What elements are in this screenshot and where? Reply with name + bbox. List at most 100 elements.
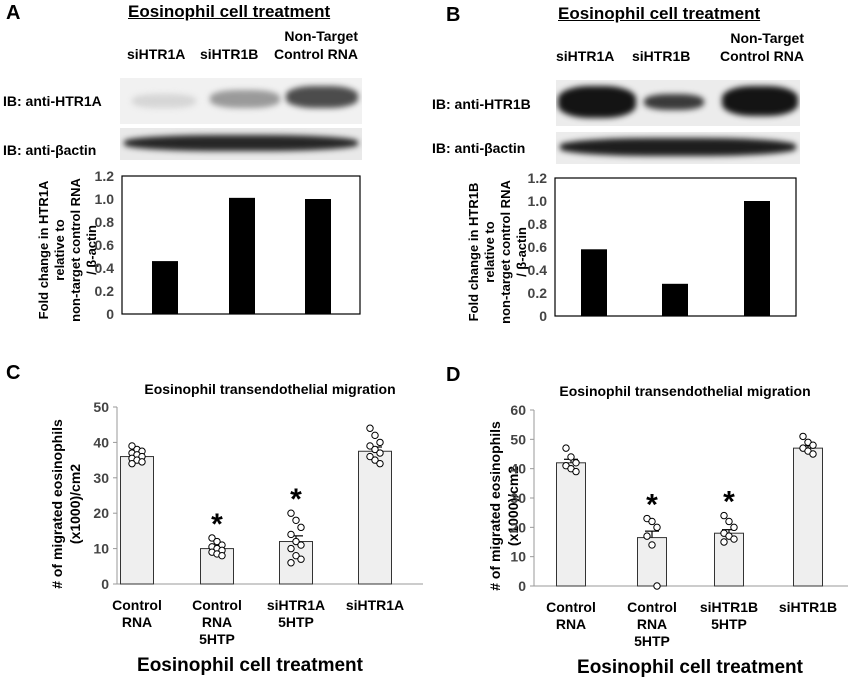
chart-c-y-tick-1: 40 [93,434,109,450]
chart-d-point-3-6 [730,535,738,543]
panel-a-actin-blot [120,128,362,160]
panel-a-lane-3: Non-Target Control RNA [270,27,358,63]
chart-a: 1.2 1.0 0.8 0.6 0.4 0.2 0 [95,168,361,322]
chart-c-point-4-5 [371,445,379,454]
chart-c-category-4-line-1: siHTR1A [346,597,404,613]
panel-b-blot-label-2: IB: anti-βactin [432,140,526,156]
chart-a-bar-3 [305,199,331,314]
chart-d-point-1-3 [572,459,580,467]
chart-d-point-4-3 [809,441,817,449]
chart-d-point-4-6 [809,450,817,458]
chart-c-category-1-line-1: Control [112,597,162,613]
panel-b-lane-3-line-2: Control RNA [720,48,804,64]
chart-c: 50403020100ControlRNA*ControlRNA5HTP*siH… [93,399,423,647]
chart-d-point-3-1 [720,511,728,520]
chart-c-y-tick-0: 50 [93,399,109,415]
chart-d-category-4-line-1: siHTR1B [779,599,837,615]
chart-d: 6050403020100ControlRNA*ControlRNA5HTP*s… [510,402,848,649]
chart-c-y-tick-4: 10 [93,541,109,557]
chart-c-point-4-7 [366,452,374,461]
chart-d-point-2-6 [653,582,661,590]
chart-b-y-tick-6: 0 [539,308,547,324]
panel-a-lane-3-line-2: Control RNA [274,46,358,62]
chart-d-bar-1 [556,462,586,587]
chart-d-significance-3: * [723,486,735,519]
chart-d-category-3-line-2: 5HTP [711,616,747,632]
chart-d-point-3-7 [720,538,728,546]
chart-c-significance-3: * [290,483,302,516]
chart-a-y-tick-0: 1.2 [95,168,115,184]
chart-d-category-2-line-1: Control [627,599,677,615]
chart-c-point-1-1 [128,442,136,450]
chart-a-y-tick-5: 0.2 [95,283,115,299]
panel-a-blot-label-1: IB: anti-HTR1A [3,93,102,109]
chart-c-point-3-7 [287,544,295,553]
chart-c-point-4-1 [366,424,374,432]
chart-c-point-3-8 [292,551,300,560]
chart-c-category-2-line-3: 5HTP [199,631,235,647]
panel-b-lane-3: Non-Target Control RNA [702,29,804,65]
chart-d-point-1-1 [562,444,570,452]
panel-d-chart-title: Eosinophil transendothelial migration [559,383,811,399]
chart-c-point-4-4 [366,442,374,450]
chart-c-category-2-line-1: Control [192,597,242,613]
panel-b-lane-1: siHTR1A [556,48,615,64]
chart-c-significance-2: * [211,508,223,541]
chart-d-category-3-line-1: siHTR1B [700,599,758,615]
chart-c-point-4-8 [371,456,379,464]
panel-c-x-axis-label: Eosinophil cell treatment [137,655,363,676]
panel-a-heading: Eosinophil cell treatment [128,2,331,21]
chart-b-y-tick-0: 1.2 [528,170,548,186]
chart-d-point-2-3 [653,523,661,532]
chart-d-point-3-3 [730,523,738,532]
chart-c-point-2-2 [213,537,221,546]
chart-d-point-2-4 [643,532,651,540]
chart-d-category-2-line-2: RNA [637,616,667,632]
chart-d-bar-4 [793,447,823,587]
chart-d-y-tick-2: 40 [510,461,526,477]
chart-c-category-1-line-2: RNA [122,614,152,630]
panel-a-htr1a-blot [120,78,362,124]
chart-c-y-tick-2: 30 [93,470,109,486]
chart-c-point-3-10 [287,559,295,567]
chart-d-y-tick-4: 20 [510,519,526,535]
panel-b-blot-label-1: IB: anti-HTR1B [432,96,531,112]
chart-c-y-tick-5: 0 [101,576,109,592]
chart-c-bar-3 [279,541,313,585]
chart-c-bar-1 [120,456,154,585]
panel-b-lane-2: siHTR1B [632,48,691,64]
chart-c-point-3-2 [292,516,300,524]
chart-d-y-tick-3: 30 [510,490,526,506]
chart-c-point-4-2 [371,431,379,440]
chart-d-bar-3 [714,532,744,587]
chart-d-point-1-2 [567,453,575,461]
chart-d-point-2-2 [648,517,656,526]
panel-b-lane-3-line-1: Non-Target [730,30,804,46]
chart-c-category-2-line-2: RNA [202,614,232,630]
chart-b-bar-2 [662,283,688,316]
chart-c-point-3-3 [297,523,305,532]
chart-b-y-tick-2: 0.8 [528,216,548,232]
chart-b-bar-1 [581,249,607,316]
panel-a-lane-1: siHTR1A [127,46,186,62]
chart-c-point-2-9 [218,551,226,560]
chart-c-point-3-1 [287,509,295,517]
panel-c-chart-title: Eosinophil transendothelial migration [144,381,396,397]
panel-d-x-axis-label: Eosinophil cell treatment [577,657,803,678]
chart-d-point-1-6 [572,467,580,476]
chart-b-bar-3 [744,201,770,316]
chart-b-y-tick-1: 1.0 [528,193,548,209]
chart-c-point-1-10 [128,459,136,468]
panel-letter-c: C [6,362,21,384]
chart-c-bar-4 [358,450,392,585]
chart-c-point-3-4 [287,530,295,539]
chart-b-y-tick-4: 0.4 [528,262,548,278]
chart-d-point-2-5 [648,541,656,549]
panel-a-blot-label-2: IB: anti-βactin [3,142,97,158]
chart-c-point-3-9 [297,555,305,563]
chart-d-y-tick-5: 10 [510,549,526,565]
chart-c-point-4-6 [376,449,384,457]
chart-d-y-tick-0: 60 [510,402,526,418]
chart-d-y-tick-6: 0 [518,578,526,594]
